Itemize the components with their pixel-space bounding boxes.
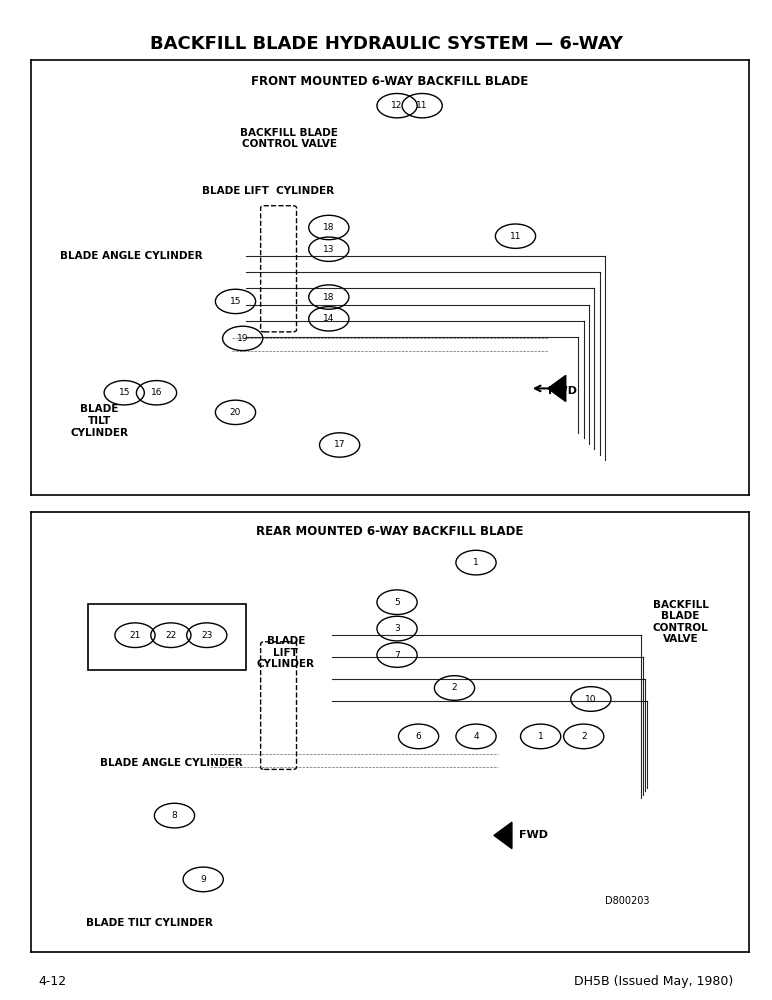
Text: 23: 23: [201, 631, 212, 640]
Text: 5: 5: [394, 598, 400, 607]
Text: 2: 2: [452, 684, 457, 692]
Text: 2: 2: [581, 732, 587, 741]
Text: BLADE ANGLE CYLINDER: BLADE ANGLE CYLINDER: [60, 251, 203, 261]
Text: BLADE LIFT  CYLINDER: BLADE LIFT CYLINDER: [201, 186, 334, 196]
Text: 1: 1: [473, 558, 479, 567]
Text: 19: 19: [237, 334, 249, 343]
Text: 10: 10: [585, 694, 597, 704]
Text: 15: 15: [118, 388, 130, 397]
Text: BLADE TILT CYLINDER: BLADE TILT CYLINDER: [86, 918, 213, 928]
Text: 18: 18: [323, 293, 334, 302]
Text: BACKFILL BLADE HYDRAULIC SYSTEM — 6-WAY: BACKFILL BLADE HYDRAULIC SYSTEM — 6-WAY: [150, 35, 622, 53]
Text: 20: 20: [230, 408, 241, 417]
Text: 4: 4: [473, 732, 479, 741]
Text: D800203: D800203: [604, 896, 649, 906]
Text: DH5B (Issued May, 1980): DH5B (Issued May, 1980): [574, 975, 733, 988]
Text: BLADE
TILT
CYLINDER: BLADE TILT CYLINDER: [70, 404, 128, 438]
Text: BACKFILL BLADE
CONTROL VALVE: BACKFILL BLADE CONTROL VALVE: [240, 127, 338, 149]
Text: 16: 16: [151, 388, 162, 397]
Text: 11: 11: [416, 101, 428, 110]
Text: FRONT MOUNTED 6-WAY BACKFILL BLADE: FRONT MOUNTED 6-WAY BACKFILL BLADE: [251, 75, 529, 88]
Text: BLADE ANGLE CYLINDER: BLADE ANGLE CYLINDER: [100, 758, 242, 768]
Text: 7: 7: [394, 650, 400, 660]
Text: 1: 1: [538, 732, 543, 741]
Polygon shape: [548, 375, 566, 401]
Text: 3: 3: [394, 624, 400, 633]
Text: 8: 8: [171, 811, 178, 820]
Polygon shape: [494, 822, 512, 849]
Text: 6: 6: [415, 732, 422, 741]
Text: 11: 11: [510, 232, 521, 241]
Text: FWD: FWD: [519, 830, 548, 840]
Text: 18: 18: [323, 223, 334, 232]
Text: 21: 21: [129, 631, 141, 640]
Text: REAR MOUNTED 6-WAY BACKFILL BLADE: REAR MOUNTED 6-WAY BACKFILL BLADE: [256, 525, 523, 538]
Text: BLADE
LIFT
CYLINDER: BLADE LIFT CYLINDER: [257, 636, 315, 669]
Text: 13: 13: [323, 245, 334, 254]
Text: 12: 12: [391, 101, 403, 110]
Text: BACKFILL
BLADE
CONTROL
VALVE: BACKFILL BLADE CONTROL VALVE: [652, 600, 709, 644]
Text: 4-12: 4-12: [39, 975, 66, 988]
Text: 22: 22: [165, 631, 177, 640]
Text: 15: 15: [230, 297, 241, 306]
Text: 14: 14: [323, 314, 334, 323]
Text: 9: 9: [200, 875, 206, 884]
Text: FWD: FWD: [548, 386, 577, 396]
Text: 17: 17: [334, 440, 345, 449]
